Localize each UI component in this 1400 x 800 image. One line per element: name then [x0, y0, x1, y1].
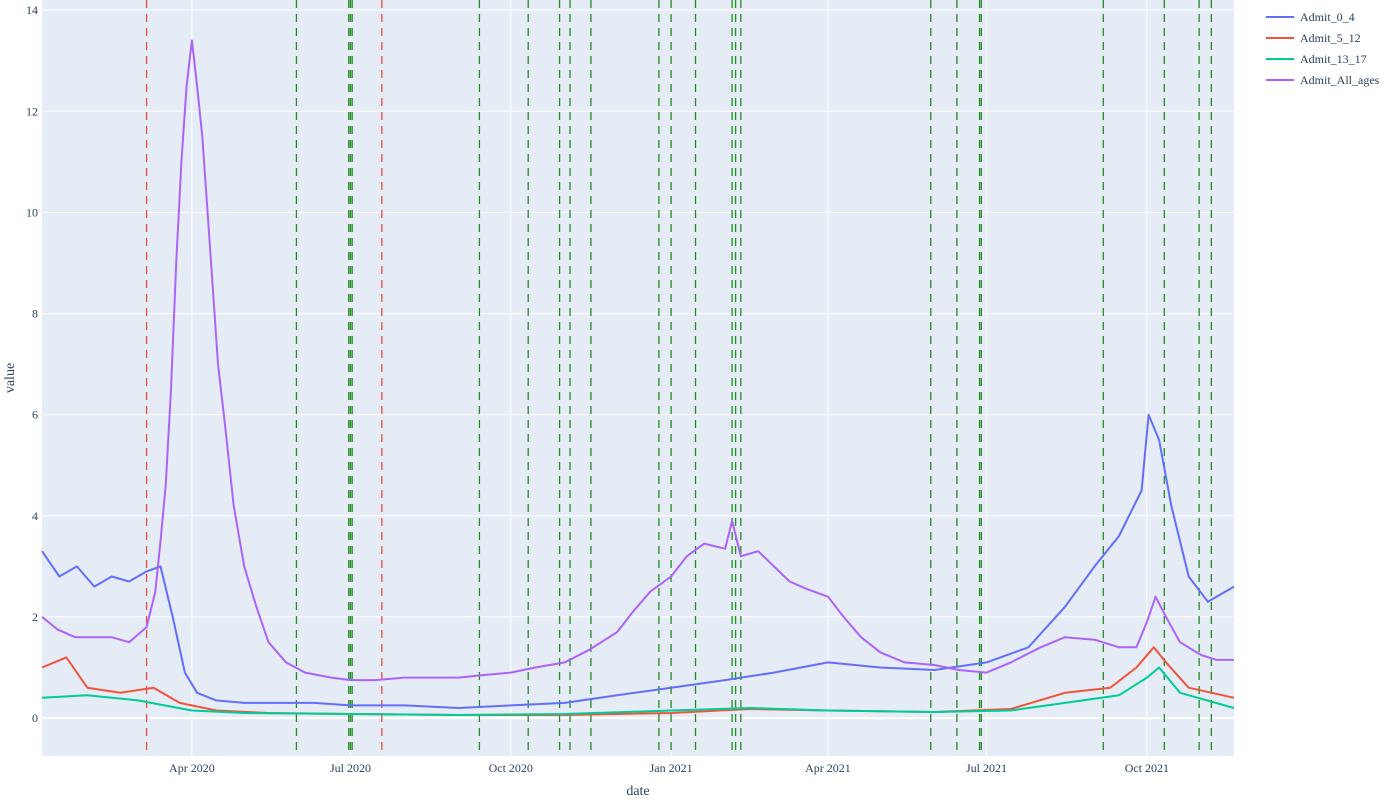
- x-tick-label: Oct 2021: [1125, 761, 1169, 775]
- plot-background: [42, 0, 1234, 756]
- y-tick-label: 6: [32, 408, 38, 422]
- y-tick-label: 14: [26, 3, 38, 17]
- legend[interactable]: Admit_0_4 Admit_5_12 Admit_13_17 Admit_All_…: [1266, 10, 1380, 87]
- x-tick-label: Jul 2020: [330, 761, 371, 775]
- y-tick-label: 8: [32, 307, 38, 321]
- series-line-admit-all-ages: [41, 39, 1234, 682]
- event-lines: [145, 0, 1212, 756]
- x-tick-label: Apr 2020: [169, 761, 215, 775]
- y-axis-ticks: 0 2 4 6 8 10 12 14: [26, 3, 38, 725]
- series-line-admit-0-4: [41, 413, 1235, 709]
- x-tick-label: Jan 2021: [650, 761, 693, 775]
- legend-label: Admit_13_17: [1300, 52, 1367, 66]
- y-tick-label: 2: [32, 610, 38, 624]
- legend-item[interactable]: Admit_All_ages: [1266, 73, 1380, 87]
- y-tick-label: 4: [32, 509, 38, 523]
- x-axis-title: date: [626, 784, 649, 799]
- x-tick-label: Apr 2021: [805, 761, 851, 775]
- legend-item[interactable]: Admit_13_17: [1266, 52, 1367, 66]
- y-axis-title: value: [3, 363, 18, 393]
- legend-label: Admit_All_ages: [1300, 73, 1380, 87]
- legend-label: Admit_5_12: [1300, 31, 1361, 45]
- x-axis-ticks: Apr 2020 Jul 2020 Oct 2020 Jan 2021 Apr 2021…: [169, 761, 1169, 775]
- series-line-admit-13-17: [41, 666, 1235, 716]
- series-line-admit-5-12: [41, 646, 1235, 716]
- x-tick-label: Oct 2020: [489, 761, 533, 775]
- x-tick-label: Jul 2021: [966, 761, 1007, 775]
- series-lines: [41, 39, 1235, 716]
- legend-label: Admit_0_4: [1300, 10, 1355, 24]
- legend-item[interactable]: Admit_0_4: [1266, 10, 1355, 24]
- y-tick-label: 12: [26, 104, 38, 118]
- y-tick-label: 0: [32, 711, 38, 725]
- y-tick-label: 10: [26, 205, 38, 219]
- legend-item[interactable]: Admit_5_12: [1266, 31, 1361, 45]
